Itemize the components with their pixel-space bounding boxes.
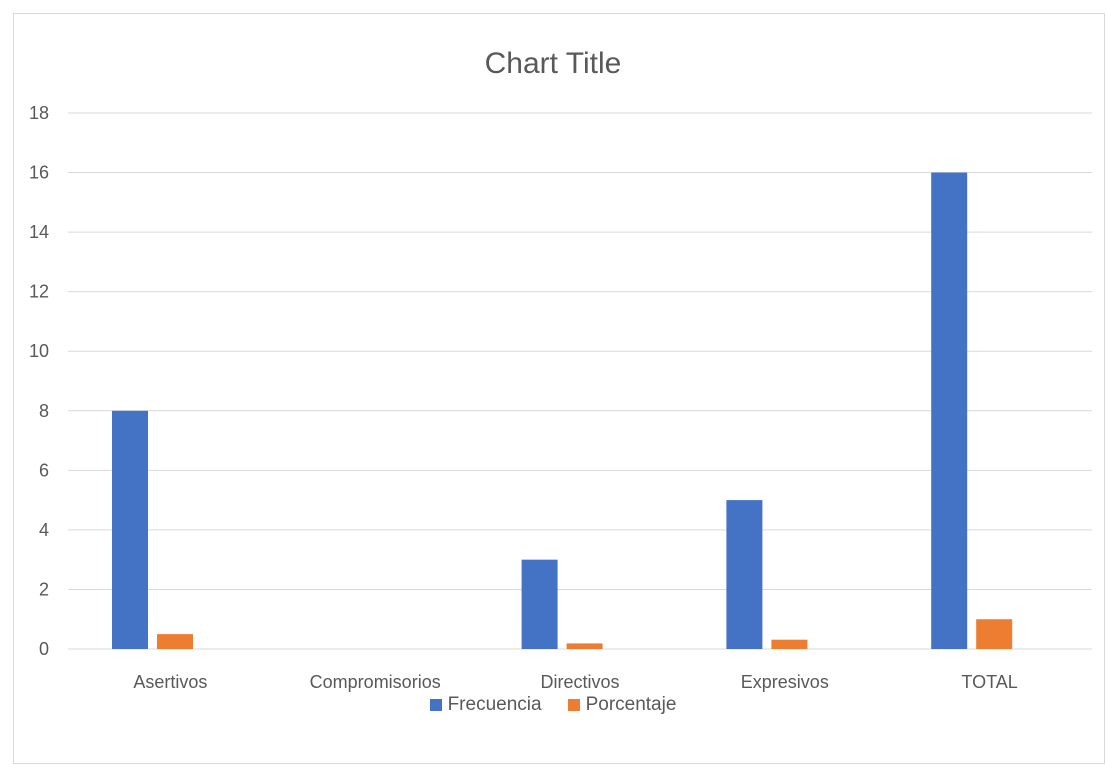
y-tick-label-8: 8 <box>39 401 49 421</box>
y-tick-label-6: 6 <box>39 460 49 480</box>
y-tick-label-12: 12 <box>29 282 49 302</box>
x-tick-label-directivos: Directivos <box>540 672 619 692</box>
chart-legend: Frecuencia Porcentaje <box>0 692 1106 718</box>
legend-label-frecuencia: Frecuencia <box>447 694 542 715</box>
y-tick-label-2: 2 <box>39 579 49 599</box>
x-tick-label-asertivos: Asertivos <box>133 672 207 692</box>
legend-swatch-frecuencia <box>429 699 442 711</box>
y-tick-label-0: 0 <box>39 639 49 659</box>
x-tick-label-expresivos: Expresivos <box>741 672 829 692</box>
bar-porcentaje-directivos <box>566 643 603 649</box>
legend-item-frecuencia: Frecuencia <box>429 694 542 716</box>
y-tick-label-16: 16 <box>29 163 49 183</box>
legend-item-porcentaje: Porcentaje <box>567 694 677 716</box>
bar-frecuencia-total <box>931 172 968 650</box>
bar-porcentaje-expresivos <box>771 639 808 649</box>
bar-frecuencia-directivos <box>521 559 558 649</box>
bar-porcentaje-asertivos <box>157 634 193 649</box>
bar-frecuencia-expresivos <box>726 500 763 649</box>
bar-frecuencia-asertivos <box>112 410 148 649</box>
y-tick-label-18: 18 <box>29 103 49 123</box>
x-tick-label-total: TOTAL <box>961 672 1017 692</box>
bar-porcentaje-total <box>976 619 1013 649</box>
y-tick-label-10: 10 <box>29 341 49 361</box>
y-tick-label-14: 14 <box>29 222 49 242</box>
x-tick-label-compromisorios: Compromisorios <box>310 672 441 692</box>
legend-label-porcentaje: Porcentaje <box>585 694 677 715</box>
chart-title: Chart Title <box>484 47 622 80</box>
chart-area <box>13 13 1105 764</box>
legend-swatch-porcentaje <box>567 699 580 711</box>
y-tick-label-4: 4 <box>39 520 49 540</box>
